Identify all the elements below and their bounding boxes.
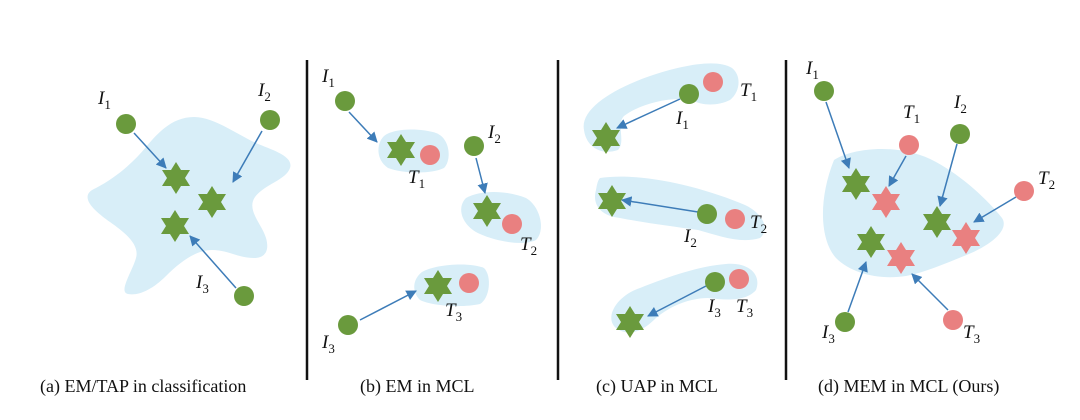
image-embedding-star <box>162 162 190 194</box>
image-label-2: I2 <box>683 226 697 250</box>
image-embedding-star <box>616 306 644 338</box>
text-embedding-star <box>952 222 980 254</box>
image-embedding-star <box>161 210 189 242</box>
text-label-1: T1 <box>740 80 757 104</box>
arrow <box>189 235 237 289</box>
text-node <box>943 310 963 330</box>
image-embedding-star <box>592 122 620 154</box>
text-node <box>420 145 440 165</box>
image-node <box>335 91 355 111</box>
panel-caption: (b) EM in MCL <box>360 376 475 397</box>
image-label-2: I2 <box>487 122 501 146</box>
image-embedding-star <box>424 270 452 302</box>
text-node <box>729 269 749 289</box>
panel-d: I1 T1 I2 T2 I3 T3 (d) MEM in MCL (Ours) <box>805 58 1055 397</box>
text-node <box>1014 181 1034 201</box>
image-node <box>679 84 699 104</box>
text-label-2: T2 <box>520 234 537 258</box>
image-node <box>464 136 484 156</box>
image-label-1: I1 <box>321 66 335 90</box>
text-embedding-star <box>872 186 900 218</box>
arrow <box>888 155 907 187</box>
image-node <box>116 114 136 134</box>
text-node <box>703 72 723 92</box>
panel-caption: (d) MEM in MCL (Ours) <box>818 376 999 397</box>
arrow <box>616 98 681 129</box>
arrow <box>359 290 417 321</box>
arrow <box>232 130 263 183</box>
arrow <box>847 261 868 313</box>
panel-c: I1 T1 I2 T2 I3 T3 (c) UAP in MCL <box>583 63 767 397</box>
panel-caption: (a) EM/TAP in classification <box>40 376 246 397</box>
image-label-3: I3 <box>821 322 835 346</box>
text-label-3: T3 <box>963 322 980 346</box>
image-label-3: I3 <box>321 332 335 356</box>
text-label-1: T1 <box>903 102 920 126</box>
text-label-2: T2 <box>1038 168 1055 192</box>
image-node <box>705 272 725 292</box>
text-node <box>725 209 745 229</box>
image-label-1: I1 <box>675 108 689 132</box>
image-embedding-star <box>857 226 885 258</box>
arrow <box>348 111 378 143</box>
image-node <box>338 315 358 335</box>
image-label-2: I2 <box>953 92 967 116</box>
image-node <box>260 110 280 130</box>
image-label-3: I3 <box>707 296 721 320</box>
image-label-1: I1 <box>805 58 819 82</box>
image-node <box>950 124 970 144</box>
embedding-region <box>87 117 291 295</box>
image-node <box>697 204 717 224</box>
image-node <box>234 286 254 306</box>
text-embedding-star <box>887 242 915 274</box>
image-embedding-star <box>842 168 870 200</box>
embedding-region <box>595 176 765 241</box>
text-label-3: T3 <box>445 300 462 324</box>
image-label-3: I3 <box>195 272 209 296</box>
text-node <box>899 135 919 155</box>
embedding-region <box>822 148 1004 278</box>
text-label-3: T3 <box>736 296 753 320</box>
arrow <box>937 143 958 208</box>
panel-b: I1 I2 I3 T1 T2 T3 (b) EM in MCL <box>321 66 541 397</box>
text-node <box>459 273 479 293</box>
image-label-2: I2 <box>257 80 271 104</box>
image-embedding-star <box>598 185 626 217</box>
embedding-region <box>583 63 739 152</box>
image-node <box>814 81 834 101</box>
arrow <box>973 196 1017 223</box>
panel-caption: (c) UAP in MCL <box>596 376 718 397</box>
text-label-1: T1 <box>408 167 425 191</box>
arrow <box>620 196 699 213</box>
image-embedding-star <box>198 186 226 218</box>
image-label-1: I1 <box>97 88 111 112</box>
arrow <box>825 101 851 169</box>
arrow <box>133 132 167 169</box>
image-embedding-star <box>473 195 501 227</box>
arrow <box>647 285 707 317</box>
image-embedding-star <box>387 134 415 166</box>
arrow <box>475 157 488 195</box>
image-embedding-star <box>923 206 951 238</box>
image-node <box>835 312 855 332</box>
arrow <box>911 273 949 311</box>
text-label-2: T2 <box>750 212 767 236</box>
panel-a: I1 I2 I3 (a) EM/TAP in classification <box>40 80 291 397</box>
text-node <box>502 214 522 234</box>
